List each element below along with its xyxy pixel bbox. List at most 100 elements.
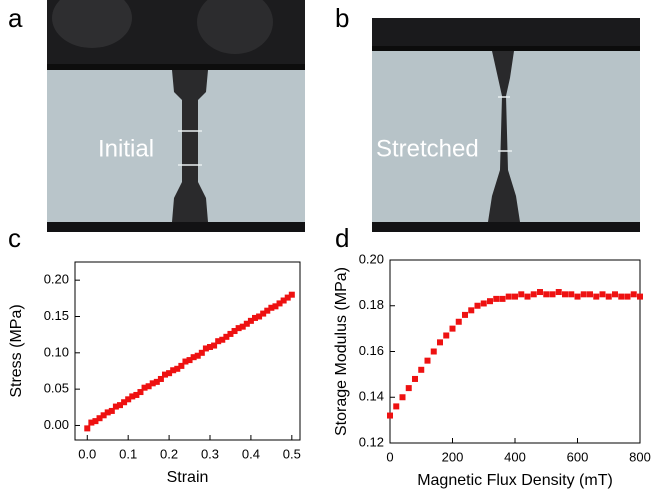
data-point — [405, 385, 412, 392]
data-point — [424, 357, 431, 364]
x-tick-label: 0.4 — [242, 446, 260, 461]
data-point — [129, 393, 136, 400]
data-point — [227, 330, 234, 337]
data-point — [480, 300, 487, 307]
x-tick-label: 0.5 — [283, 446, 301, 461]
data-point — [543, 291, 550, 298]
data-point — [630, 291, 637, 298]
data-point — [505, 293, 512, 300]
x-tick-label: 0.3 — [201, 446, 219, 461]
data-point — [276, 300, 283, 307]
data-point — [243, 320, 250, 327]
data-point — [108, 407, 115, 414]
photo-b — [372, 18, 640, 232]
panel-label: d — [335, 223, 349, 253]
plot-frame — [74, 261, 301, 441]
photo-caption: Stretched — [376, 135, 479, 162]
data-point — [174, 365, 181, 372]
y-tick-label: 0.00 — [44, 417, 69, 432]
x-axis-label: Strain — [167, 469, 209, 486]
data-point — [96, 415, 103, 422]
data-point — [104, 409, 111, 416]
data-point — [493, 295, 500, 302]
data-point — [235, 325, 242, 332]
data-point — [84, 425, 91, 432]
data-point — [580, 291, 587, 298]
data-point — [284, 294, 291, 301]
data-point — [618, 293, 625, 300]
data-point — [170, 367, 177, 374]
data-point — [215, 338, 222, 345]
data-point — [182, 358, 189, 365]
data-point — [219, 336, 226, 343]
y-tick-label: 0.14 — [359, 389, 384, 404]
data-point — [537, 289, 543, 296]
x-tick-label: 0 — [386, 449, 393, 464]
data-point — [207, 344, 213, 351]
data-point — [512, 293, 518, 300]
data-point — [121, 399, 128, 406]
data-point — [231, 328, 238, 335]
data-point — [555, 289, 562, 296]
data-point — [449, 325, 456, 332]
data-point — [599, 291, 606, 298]
data-point — [141, 384, 148, 391]
data-point — [166, 370, 173, 377]
y-axis-label: Storage Modulus (MPa) — [333, 267, 350, 436]
data-point — [637, 293, 643, 300]
data-point — [437, 339, 443, 346]
data-point — [100, 412, 107, 419]
data-point — [252, 314, 258, 321]
data-point — [162, 371, 168, 378]
data-point — [524, 293, 531, 300]
data-point — [624, 293, 631, 300]
data-point — [198, 349, 205, 356]
data-point — [593, 293, 600, 300]
data-point — [568, 291, 575, 298]
data-point — [474, 302, 481, 309]
data-point — [202, 345, 209, 352]
x-tick-label: 600 — [567, 449, 589, 464]
data-point — [92, 418, 99, 425]
data-point — [260, 310, 267, 317]
y-tick-label: 0.10 — [44, 344, 69, 359]
y-tick-label: 0.20 — [44, 272, 69, 287]
data-point — [178, 362, 185, 369]
data-point — [149, 380, 156, 387]
data-point — [153, 378, 160, 385]
data-point — [247, 317, 254, 324]
data-point — [88, 419, 95, 426]
data-point — [487, 298, 493, 305]
x-axis-label: Magnetic Flux Density (mT) — [417, 472, 613, 489]
photo-a — [47, 0, 305, 232]
data-point — [137, 389, 144, 396]
data-point — [399, 394, 406, 401]
data-point — [157, 375, 164, 382]
data-point — [256, 313, 263, 320]
data-point — [268, 304, 275, 311]
data-point — [430, 348, 437, 355]
data-point — [280, 297, 287, 304]
panel-label: a — [8, 3, 23, 33]
x-tick-label: 200 — [442, 449, 464, 464]
data-point — [223, 333, 230, 340]
data-point — [518, 291, 525, 298]
data-point — [587, 291, 593, 298]
data-point — [112, 403, 119, 410]
data-point — [549, 291, 556, 298]
data-point — [125, 396, 132, 403]
x-tick-label: 0.0 — [78, 446, 96, 461]
data-point — [462, 311, 468, 318]
data-point — [612, 291, 618, 298]
data-point — [393, 403, 400, 410]
data-point — [117, 402, 123, 409]
data-point — [412, 375, 418, 382]
x-tick-label: 800 — [629, 449, 651, 464]
photo-caption: Initial — [98, 135, 154, 162]
data-point — [133, 391, 140, 398]
data-point — [387, 412, 393, 419]
data-point — [574, 293, 581, 300]
x-tick-label: 0.2 — [160, 446, 178, 461]
data-point — [186, 357, 193, 364]
